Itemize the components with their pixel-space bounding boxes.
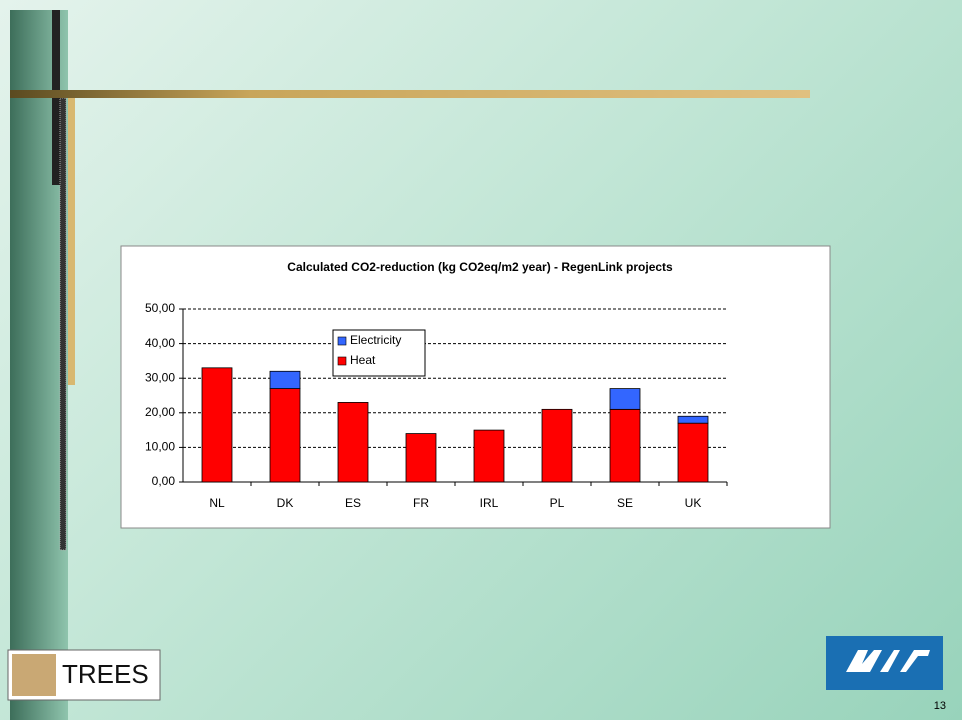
bar-segment: [201, 367, 233, 483]
legend-swatch: [337, 336, 347, 346]
logo-text: TREES: [62, 659, 149, 689]
y-tick-label: 10,00: [145, 440, 175, 454]
trees-logo-image: [12, 654, 56, 696]
x-tick-label: ES: [345, 496, 361, 510]
legend-box: [332, 329, 426, 377]
y-tick-label: 50,00: [145, 301, 175, 315]
bar-segment: [677, 422, 709, 483]
y-tick-label: 30,00: [145, 370, 175, 384]
y-tick-label: 40,00: [145, 336, 175, 350]
legend-label: Heat: [350, 353, 376, 367]
x-tick-label: IRL: [480, 496, 499, 510]
x-tick-label: PL: [550, 496, 565, 510]
dhv-mark: [846, 650, 930, 672]
x-tick-label: SE: [617, 496, 633, 510]
x-tick-label: UK: [685, 496, 702, 510]
bar-gold: [68, 95, 75, 385]
bar-segment: [609, 388, 641, 410]
bar-segment: [269, 388, 301, 483]
legend-label: Electricity: [350, 333, 401, 347]
bar-segment: [473, 429, 505, 483]
bar-segment: [405, 433, 437, 483]
bar-segment: [541, 408, 573, 483]
dhv-logo: [826, 636, 943, 690]
page-number: 13: [934, 700, 946, 712]
x-tick-label: NL: [209, 496, 225, 510]
legend-swatch: [337, 356, 347, 366]
bar-segment: [269, 370, 301, 389]
chart-title: Calculated CO2-reduction (kg CO2eq/m2 ye…: [287, 260, 673, 274]
rule: [10, 90, 810, 98]
bar-segment: [609, 408, 641, 483]
y-tick-label: 0,00: [152, 474, 176, 488]
x-tick-label: DK: [277, 496, 294, 510]
y-tick-label: 20,00: [145, 405, 175, 419]
bar-segment: [337, 402, 369, 483]
x-tick-label: FR: [413, 496, 429, 510]
bar-segment: [677, 415, 709, 424]
